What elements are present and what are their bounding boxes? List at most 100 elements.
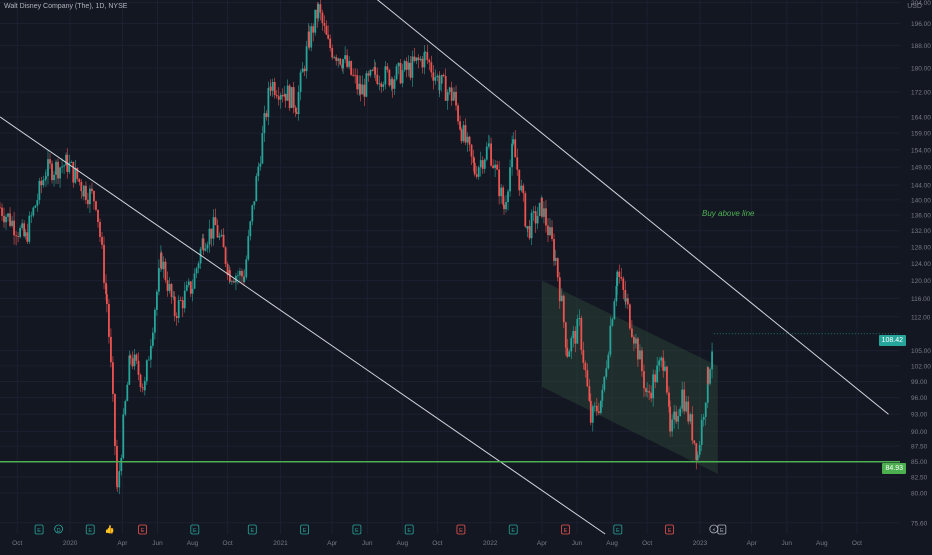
candle [438,74,441,98]
event-marker-earnings[interactable]: E [34,524,44,535]
y-tick-label: 196.00 [911,21,931,28]
event-marker-earnings[interactable]: E [247,524,257,535]
y-axis[interactable]: 75.60 80.00 82.50 85.00 87.50 90.00 93.00 96.00… [911,0,931,527]
candle [65,152,67,166]
candle [187,278,190,288]
candle [696,451,699,463]
candle [423,45,426,75]
x-tick-label: Apr [117,540,128,547]
candle [582,341,585,370]
upper-falling-trendline[interactable] [224,0,889,415]
event-marker-idea[interactable]: 👍 [105,524,115,534]
candle [633,334,635,351]
candle [175,312,178,326]
candle [574,326,577,353]
candle [576,314,579,344]
y-tick-label: 204.00 [911,0,931,7]
candle [656,356,659,383]
event-marker-dividend[interactable]: D [54,524,64,534]
event-marker-earnings[interactable]: E [190,524,200,535]
candle [30,211,33,224]
event-marker-label: E [141,528,145,534]
candle [369,69,372,78]
candle [477,165,480,180]
candle [316,2,319,28]
candle [93,190,95,210]
candle [413,47,416,63]
candle [139,373,142,392]
candle [13,211,15,245]
y-tick-label: 136.00 [911,213,931,220]
candle [356,69,359,95]
candle [681,381,684,413]
candle [51,160,53,184]
candle [120,454,123,476]
candle [80,179,83,199]
event-marker-earnings-down[interactable]: E [561,524,570,535]
candle [279,92,282,109]
candle [578,309,581,327]
x-tick-label: 2022 [483,540,498,547]
candle [170,282,173,304]
candle [496,160,499,171]
event-marker-label: D [57,528,61,534]
candle [698,440,701,458]
candle [45,169,47,187]
candle [536,207,539,229]
x-tick-label: 2023 [693,540,708,547]
support-price-tag: 84.93 [882,463,906,474]
candle [265,110,268,121]
candle [534,205,537,233]
candle [538,202,541,217]
candle [630,320,633,339]
event-marker-label: E [88,528,92,534]
candle [32,206,35,218]
candle [652,369,655,407]
event-marker-earnings[interactable]: E [404,524,414,535]
y-tick-label: 154.00 [911,147,931,154]
x-tick-label: Aug [187,540,199,547]
event-marker-earnings-down[interactable]: E [665,524,674,535]
candle [85,181,87,204]
candle [26,223,29,244]
event-marker-earnings[interactable]: E [85,524,95,535]
event-marker-earnings-down[interactable]: E [456,524,466,535]
event-marker-news[interactable]: ⚡ [709,524,719,534]
event-markers: E D E 👍 E E E E E E E E E E E ⚡ E [34,524,727,535]
x-tick-label: Oct [432,540,442,547]
candle [468,135,471,152]
y-tick-label: 99.00 [911,379,928,386]
candle [376,67,379,86]
event-marker-label: E [511,528,515,534]
candle [481,156,484,174]
candle [359,75,362,102]
x-axis[interactable]: Oct 2020 Apr Jun Aug Oct 2021 Apr Jun Aug Oct 2022 A… [12,540,862,547]
event-marker-earnings[interactable]: E [352,524,362,535]
candle [74,160,77,184]
candle [17,232,20,243]
event-marker-label: ⚡ [712,527,716,534]
event-marker-earnings[interactable]: E [508,524,518,535]
lower-falling-trendline[interactable] [0,116,606,535]
event-marker-upcoming[interactable]: E [717,524,727,535]
candle [457,103,459,125]
event-marker-earnings-down[interactable]: E [138,524,147,535]
candle [275,90,278,99]
candle [695,442,698,470]
event-marker-earnings[interactable]: E [300,524,309,535]
candle [520,179,523,193]
candle [191,279,194,302]
candle [143,376,146,396]
candle [323,15,326,33]
candle [1,203,3,221]
candle [599,400,602,415]
event-marker-earnings[interactable]: E [613,524,623,535]
candle [114,393,116,456]
y-tick-label: 102.00 [911,363,931,370]
candle [648,384,651,401]
candle [286,79,289,101]
annotation-text[interactable]: Buy above line [702,209,755,218]
y-tick-label: 116.00 [911,296,931,303]
